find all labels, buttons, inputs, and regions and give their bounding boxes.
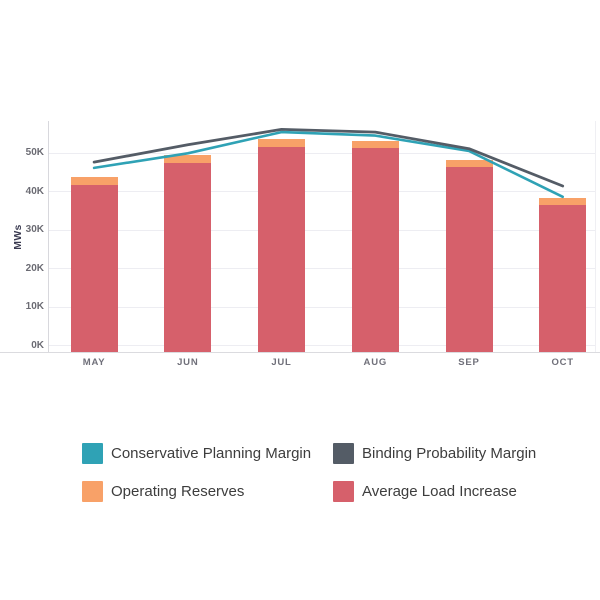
y-axis-line [48, 121, 49, 352]
bar-aug-operating-reserves[interactable] [351, 141, 399, 148]
x-axis-line [0, 352, 600, 353]
x-tick-label-jun: JUN [177, 357, 199, 368]
gridline-30k [48, 229, 595, 231]
bar-jun-average-load-increase[interactable] [164, 155, 212, 352]
bar-may-average-load-increase[interactable] [70, 177, 118, 352]
gridline-20k [48, 268, 595, 269]
conservative-planning-margin-line[interactable] [92, 130, 565, 199]
bar-jul-operating-reserves[interactable] [258, 139, 305, 148]
legend-item-binding-probability-margin[interactable]: Binding Probability Margin [333, 442, 536, 464]
legend-item-operating-reserves[interactable]: Operating Reserves [82, 480, 244, 502]
x-tick-label-may: MAY [82, 357, 106, 368]
bar-jun-operating-reserves[interactable] [164, 155, 212, 163]
legend-label: Binding Probability Margin [362, 444, 537, 462]
legend: Conservative Planning Margin Binding Prob… [0, 420, 600, 540]
gridline-50k [48, 152, 595, 154]
bar-sep-average-load-increase[interactable] [445, 159, 493, 352]
gridline-40k [48, 191, 595, 192]
legend-label: Operating Reserves [111, 482, 245, 500]
y-tick-label-10k: 10K [25, 301, 44, 312]
y-tick-label-40k: 40K [25, 185, 44, 197]
legend-swatch-icon [82, 480, 103, 502]
plot-right-border [595, 121, 596, 352]
bar-jul-average-load-increase[interactable] [258, 140, 305, 352]
y-tick-label-0k: 0K [31, 339, 44, 351]
x-tick-label-aug: AUG [363, 357, 388, 368]
line-layer [92, 127, 565, 199]
gridline-10k [48, 306, 595, 308]
x-tick-label-sep: SEP [458, 357, 480, 368]
bar-sep-operating-reserves[interactable] [445, 159, 493, 167]
legend-swatch-icon [333, 480, 354, 502]
y-tick-label-50k: 50K [25, 147, 44, 158]
bar-may-operating-reserves[interactable] [70, 177, 118, 185]
y-tick-label-30k: 30K [25, 224, 44, 235]
binding-probability-margin-line[interactable] [92, 127, 565, 188]
x-tick-label-jul: JUL [271, 357, 292, 368]
legend-label: Conservative Planning Margin [111, 444, 312, 462]
legend-label: Average Load Increase [362, 482, 517, 500]
legend-item-conservative-planning-margin[interactable]: Conservative Planning Margin [82, 442, 311, 464]
x-tick-label-oct: OCT [551, 357, 574, 368]
bar-aug-average-load-increase[interactable] [351, 140, 399, 352]
bar-oct-average-load-increase[interactable] [539, 197, 587, 352]
plot-area: 0K 10K 20K 30K 40K 50K MWs MAY JUN JUL AUG SEP OCT [0, 121, 600, 368]
legend-swatch-icon [82, 442, 103, 464]
legend-swatch-icon [333, 442, 354, 464]
gridline-0k [48, 345, 595, 346]
y-tick-label-20k: 20K [25, 262, 44, 274]
bar-oct-operating-reserves[interactable] [539, 197, 587, 205]
legend-item-average-load-increase[interactable]: Average Load Increase [333, 480, 517, 502]
